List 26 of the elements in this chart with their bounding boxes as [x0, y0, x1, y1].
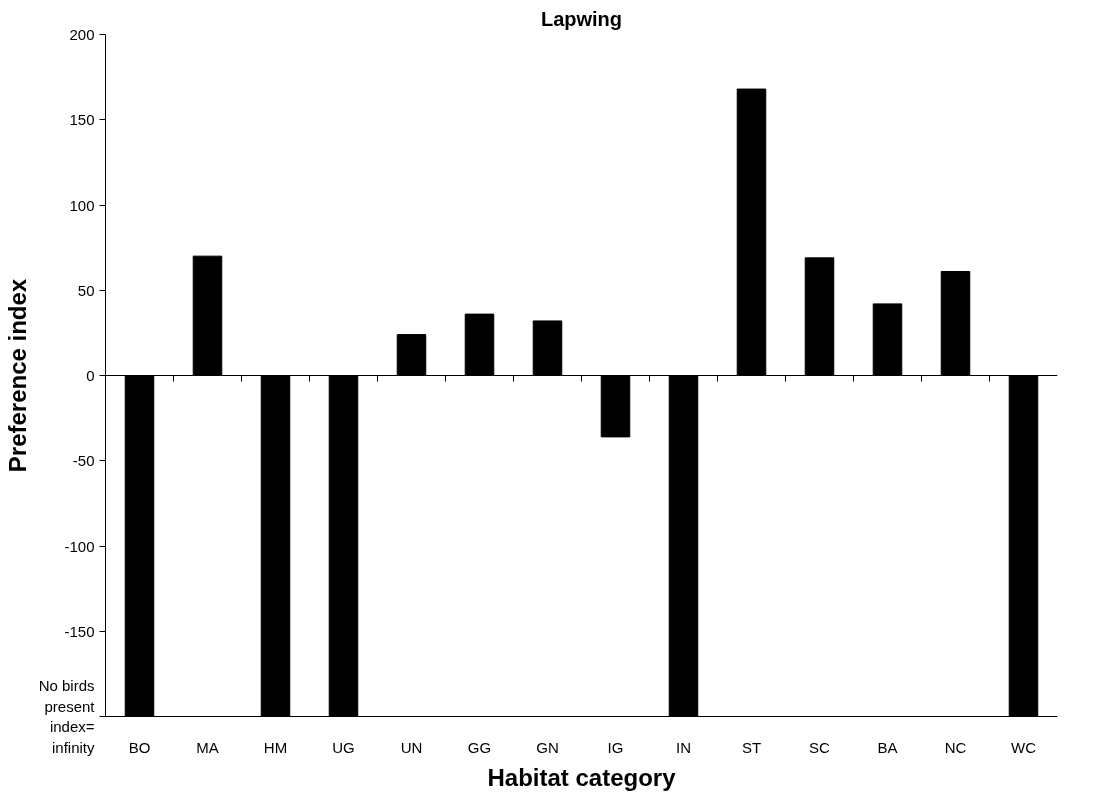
x-tick-label: NC: [944, 738, 967, 756]
y-tick-label: No birds present index= infinity: [38, 677, 96, 756]
y-tick-label: 200: [69, 26, 95, 43]
x-tick-label: ST: [741, 738, 762, 756]
y-tick-label: 50: [77, 281, 95, 299]
x-tick-label: HM: [263, 738, 288, 756]
x-tick-label: UN: [400, 738, 423, 756]
x-tick-label: IN: [676, 738, 691, 756]
x-tick-label: UG: [332, 738, 355, 756]
x-tick-label: BO: [128, 738, 151, 756]
x-tick-label: SC: [809, 738, 831, 756]
y-tick-label: 0: [86, 367, 95, 384]
x-axis-title: Habitat category: [487, 763, 677, 791]
x-tick-label: IG: [607, 738, 624, 756]
y-tick-label: 150: [69, 111, 95, 129]
x-tick-label: GG: [467, 738, 492, 756]
y-tick-label: 100: [69, 196, 95, 214]
x-tick-label: GN: [536, 738, 559, 756]
y-axis-title: Preference index: [3, 278, 31, 473]
y-tick-label: -50: [72, 452, 95, 470]
y-tick-label: -150: [64, 622, 95, 640]
x-tick-label: WC: [1011, 738, 1037, 756]
y-tick-label: -100: [64, 537, 95, 555]
x-tick-label: BA: [877, 738, 898, 756]
x-tick-label: MA: [196, 738, 219, 756]
chart-title: Lapwing: [540, 7, 623, 30]
